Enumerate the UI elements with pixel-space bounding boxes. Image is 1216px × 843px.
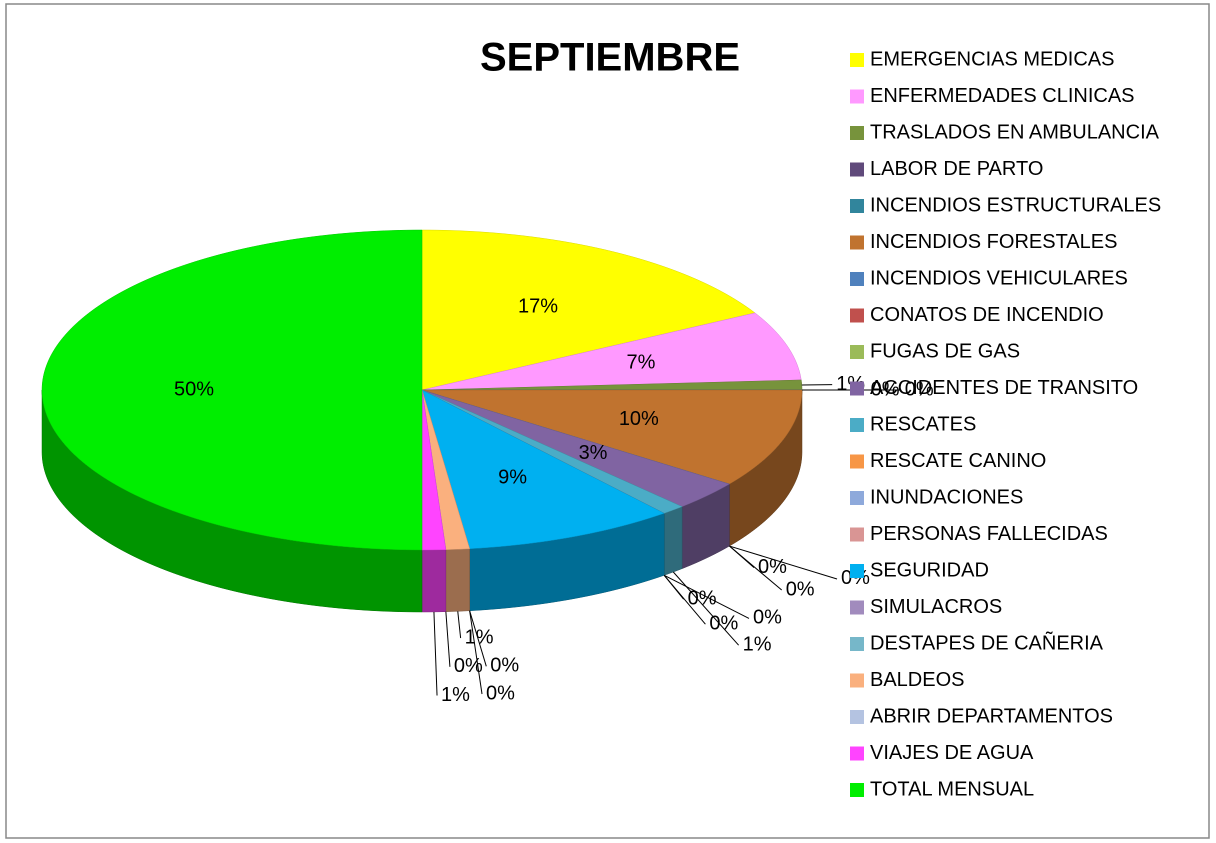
legend-label: LABOR DE PARTO (870, 158, 1043, 180)
legend-label: DESTAPES DE CAÑERIA (870, 630, 1104, 654)
legend-swatch (850, 564, 864, 578)
data-label: 0% (753, 607, 782, 629)
slice (421, 389, 665, 549)
legend-label: INUNDACIONES (870, 486, 1023, 508)
legend-label: PERSONAS FALLECIDAS (870, 523, 1108, 545)
legend-label: TRASLADOS EN AMBULANCIA (870, 121, 1160, 143)
legend-label: SEGURIDAD (870, 559, 989, 581)
legend-swatch (850, 126, 864, 140)
legend-label: TOTAL MENSUAL (870, 778, 1034, 800)
data-label: 0% (486, 682, 515, 704)
legend-label: ACCIDENTES DE TRANSITO (870, 377, 1138, 399)
data-label: 17% (518, 296, 558, 318)
legend-label: INCENDIOS FORESTALES (870, 231, 1117, 253)
slice (421, 312, 802, 391)
legend-swatch (850, 491, 864, 505)
legend-label: ENFERMEDADES CLINICAS (870, 85, 1135, 107)
legend-swatch (850, 53, 864, 67)
data-label: 0% (688, 587, 717, 609)
slice (421, 229, 756, 391)
data-label: 10% (619, 408, 659, 430)
leader-line (663, 574, 706, 625)
leader-line (672, 571, 740, 646)
data-label: 9% (498, 466, 527, 488)
leader-line (457, 611, 462, 639)
legend-swatch (850, 308, 864, 323)
data-label: 0% (786, 578, 815, 600)
legend-swatch (850, 600, 864, 615)
legend-swatch (850, 783, 864, 797)
legend-label: INCENDIOS ESTRUCTURALES (870, 194, 1161, 216)
leader-line (445, 611, 451, 667)
slice-side (663, 506, 683, 576)
legend-swatch (850, 199, 864, 213)
legend-label: CONATOS DE INCENDIO (870, 304, 1104, 326)
data-label: 0% (905, 378, 934, 400)
legend-label: BALDEOS (870, 669, 964, 691)
legend-label: RESCATE CANINO (870, 450, 1046, 472)
legend-swatch (850, 673, 864, 688)
legend-label: FUGAS DE GAS (870, 340, 1020, 362)
chart-title: SEPTIEMBRE (480, 36, 740, 80)
leader-line (469, 610, 483, 695)
slice (41, 229, 423, 551)
legend-swatch (850, 235, 864, 250)
legend-swatch (850, 527, 864, 542)
legend-swatch (850, 710, 864, 724)
legend-swatch (850, 746, 864, 761)
slice (421, 389, 731, 507)
data-label: 7% (626, 351, 655, 373)
legend-swatch (850, 89, 864, 104)
legend-label: INCENDIOS VEHICULARES (870, 267, 1128, 289)
data-label: 0% (709, 613, 738, 635)
legend-swatch (850, 345, 864, 359)
slice (421, 389, 803, 485)
legend-label: EMERGENCIAS MEDICAS (870, 48, 1114, 70)
legend-label: ABRIR DEPARTAMENTOS (870, 705, 1113, 727)
legend-swatch (850, 162, 864, 177)
leader-line (663, 574, 750, 619)
legend-swatch (850, 381, 864, 396)
legend-swatch (850, 637, 864, 651)
legend-label: VIAJES DE AGUA (870, 742, 1034, 764)
data-label: 1% (743, 634, 772, 656)
legend-swatch (850, 418, 864, 432)
data-label: 50% (174, 378, 214, 400)
legend-label: SIMULACROS (870, 596, 1002, 618)
legend-label: RESCATES (870, 413, 976, 435)
leader-line (729, 545, 783, 591)
slice-side (445, 548, 470, 612)
data-label: 0% (454, 655, 483, 677)
leader-line (433, 611, 438, 696)
data-label: 0% (871, 378, 900, 400)
data-label: 0% (758, 556, 787, 578)
data-label: 1% (465, 626, 494, 648)
slice-side (421, 549, 447, 613)
legend-swatch (850, 272, 864, 286)
leader-line (469, 610, 487, 667)
legend-swatch (850, 454, 864, 469)
leader-line (729, 545, 838, 580)
data-label: 3% (579, 442, 608, 464)
data-label: 1% (441, 684, 470, 706)
data-label: 0% (490, 655, 519, 677)
